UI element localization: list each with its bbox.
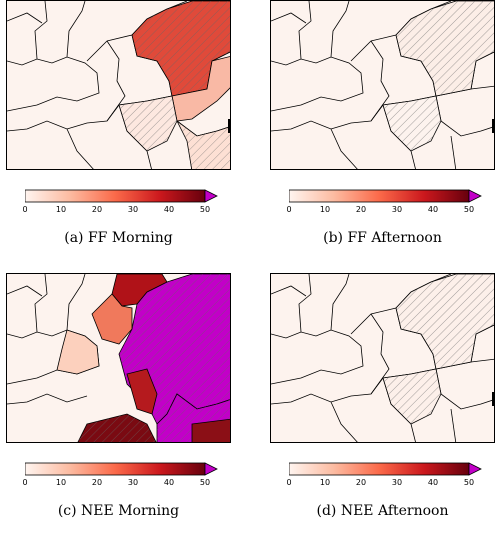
tick-label: 10 xyxy=(55,205,67,214)
region-west-mid xyxy=(56,329,100,375)
caption: (a) FF Morning xyxy=(64,230,173,246)
tick-label: 20 xyxy=(355,205,367,214)
map-svg xyxy=(271,1,494,169)
map-nee-morning xyxy=(6,273,231,443)
colorbar xyxy=(25,189,218,203)
tick-label: 40 xyxy=(427,478,439,487)
caption: (c) NEE Morning xyxy=(57,503,180,519)
tick-label: 40 xyxy=(163,478,175,487)
tick-label: 10 xyxy=(319,205,331,214)
map-ff-morning xyxy=(6,0,231,170)
tick-label: 30 xyxy=(391,205,403,214)
tick-label: 50 xyxy=(199,478,211,487)
tick-label: 50 xyxy=(199,205,211,214)
tick-label: 20 xyxy=(91,478,103,487)
tick-label: 30 xyxy=(127,205,139,214)
colorbar-ticks: 0 10 20 30 40 50 xyxy=(286,478,474,490)
tick-label: 20 xyxy=(91,205,103,214)
caption: (d) NEE Afternoon xyxy=(316,503,449,519)
tick-label: 0 xyxy=(286,205,292,214)
caption: (b) FF Afternoon xyxy=(323,230,442,246)
tick-label: 0 xyxy=(22,478,28,487)
map-svg xyxy=(271,274,494,442)
tick-label: 40 xyxy=(163,205,175,214)
map-svg xyxy=(7,274,230,442)
tick-label: 30 xyxy=(127,478,139,487)
tick-label: 40 xyxy=(427,205,439,214)
region-east-mid xyxy=(171,56,230,122)
tick-label: 10 xyxy=(319,478,331,487)
colorbar xyxy=(289,189,482,203)
tick-label: 30 xyxy=(391,478,403,487)
tick-label: 20 xyxy=(355,478,367,487)
panel-nee-morning: 0 10 20 30 40 50 (c) NEE Morning xyxy=(6,273,231,539)
panel-nee-afternoon: 0 10 20 30 40 50 (d) NEE Afternoon xyxy=(270,273,495,539)
tick-label: 10 xyxy=(55,478,67,487)
tick-label: 50 xyxy=(463,205,475,214)
map-ff-afternoon xyxy=(270,0,495,170)
tick-label: 50 xyxy=(463,478,475,487)
colorbar-ticks: 0 10 20 30 40 50 xyxy=(286,205,474,217)
tick-label: 0 xyxy=(22,205,28,214)
colorbar xyxy=(25,462,218,476)
colorbar xyxy=(289,462,482,476)
colorbar-ticks: 0 10 20 30 40 50 xyxy=(22,478,210,490)
panel-ff-morning: 0 10 20 30 40 50 (a) FF Morning xyxy=(6,0,231,266)
panel-ff-afternoon: 0 10 20 30 40 50 (b) FF Afternoon xyxy=(270,0,495,266)
region-north-mid xyxy=(91,293,133,345)
colorbar-ticks: 0 10 20 30 40 50 xyxy=(22,205,210,217)
region-central-strip xyxy=(126,368,158,415)
map-nee-afternoon xyxy=(270,273,495,443)
tick-label: 0 xyxy=(286,478,292,487)
map-svg xyxy=(7,1,230,169)
